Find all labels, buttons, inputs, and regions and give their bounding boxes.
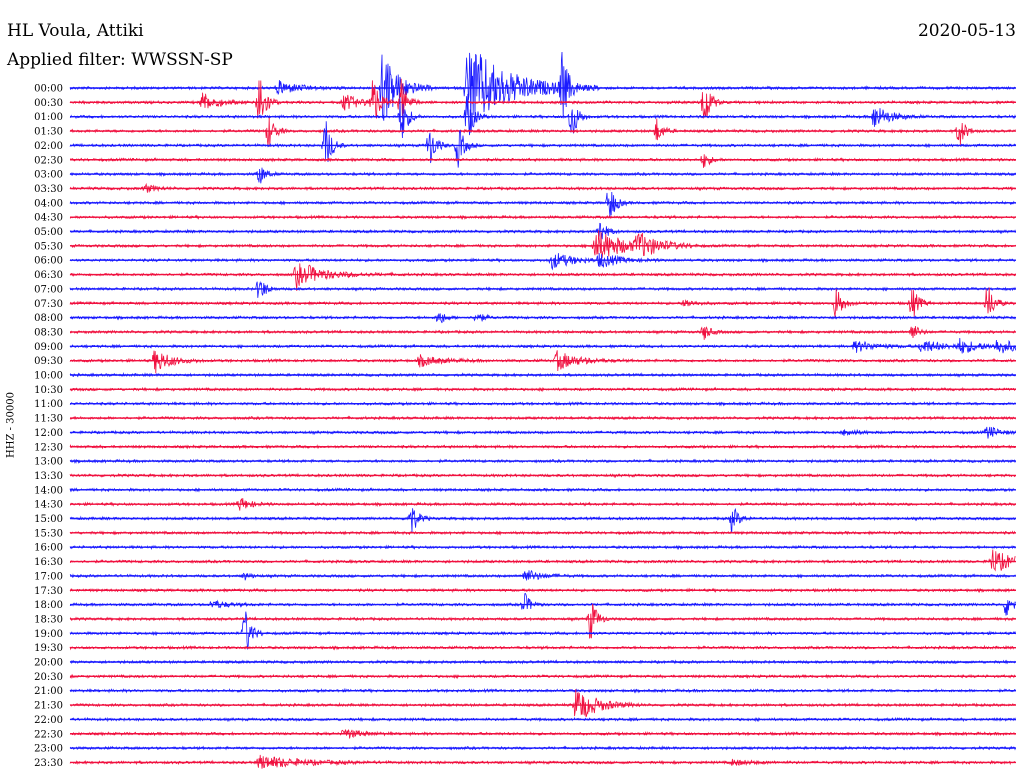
row-time-label: 06:00 <box>34 256 63 267</box>
row-time-label: 20:30 <box>34 672 63 683</box>
row-time-label: 22:00 <box>34 715 63 726</box>
row-time-label: 01:00 <box>34 112 63 123</box>
seismic-trace <box>69 117 1016 147</box>
row-time-label: 00:30 <box>34 98 63 109</box>
row-time-label: 15:30 <box>34 528 63 539</box>
row-time-label: 21:30 <box>34 701 63 712</box>
seismic-trace <box>69 287 1016 317</box>
row-time-label: 13:00 <box>34 457 63 468</box>
row-time-label: 17:00 <box>34 571 63 582</box>
row-time-label: 05:00 <box>34 227 63 238</box>
row-time-label: 14:30 <box>34 500 63 511</box>
row-time-label: 18:00 <box>34 600 63 611</box>
row-time-label: 08:00 <box>34 313 63 324</box>
row-time-label: 07:00 <box>34 284 63 295</box>
row-time-label: 16:00 <box>34 543 63 554</box>
row-time-label: 11:00 <box>34 399 63 410</box>
row-time-label: 10:30 <box>34 385 63 396</box>
seismic-trace <box>69 688 1016 718</box>
row-time-label: 10:00 <box>34 371 63 382</box>
record-date: 2020-05-13 <box>917 21 1016 41</box>
row-time-label: 00:00 <box>34 84 63 95</box>
row-time-label: 11:30 <box>34 414 63 425</box>
row-time-label: 23:30 <box>34 758 63 769</box>
row-time-label: 05:30 <box>34 241 63 252</box>
row-time-label: 18:30 <box>34 614 63 625</box>
row-time-label: 13:30 <box>34 471 63 482</box>
seismic-trace <box>69 549 1016 572</box>
row-time-label: 15:00 <box>34 514 63 525</box>
filter-label: Applied filter: WWSSN-SP <box>7 50 233 70</box>
row-time-label: 12:30 <box>34 442 63 453</box>
row-time-label: 02:00 <box>34 141 63 152</box>
seismic-trace <box>69 263 1016 291</box>
row-time-label: 21:00 <box>34 686 63 697</box>
row-time-label: 16:30 <box>34 557 63 568</box>
row-time-label: 09:00 <box>34 342 63 353</box>
row-time-label: 22:30 <box>34 729 63 740</box>
seismic-trace <box>69 280 1016 298</box>
row-time-label: 09:30 <box>34 356 63 367</box>
row-time-label: 01:30 <box>34 127 63 138</box>
row-time-label: 12:00 <box>34 428 63 439</box>
row-time-label: 19:30 <box>34 643 63 654</box>
station-title: HL Voula, Attiki <box>7 21 144 41</box>
seismic-trace <box>69 154 1016 168</box>
row-time-label: 06:30 <box>34 270 63 281</box>
row-time-label: 17:30 <box>34 586 63 597</box>
row-time-label: 20:00 <box>34 658 63 669</box>
row-time-label: 03:30 <box>34 184 63 195</box>
seismic-trace <box>70 325 1016 340</box>
row-time-label: 03:00 <box>34 170 63 181</box>
seismic-trace <box>69 350 1016 374</box>
seismic-trace <box>69 230 1016 258</box>
seismic-trace <box>69 191 1016 218</box>
row-time-label: 04:30 <box>34 213 63 224</box>
seismic-trace <box>69 507 1016 533</box>
seismic-trace <box>69 167 1016 184</box>
seismic-trace <box>69 253 1016 271</box>
row-time-label: 19:00 <box>34 629 63 640</box>
row-time-label: 14:00 <box>34 485 63 496</box>
row-time-label: 04:00 <box>34 198 63 209</box>
seismic-trace <box>69 121 1016 168</box>
seismic-trace <box>69 611 1016 650</box>
row-time-label: 08:30 <box>34 327 63 338</box>
row-time-label: 07:30 <box>34 299 63 310</box>
row-time-label: 02:30 <box>34 155 63 166</box>
row-time-label: 23:00 <box>34 744 63 755</box>
